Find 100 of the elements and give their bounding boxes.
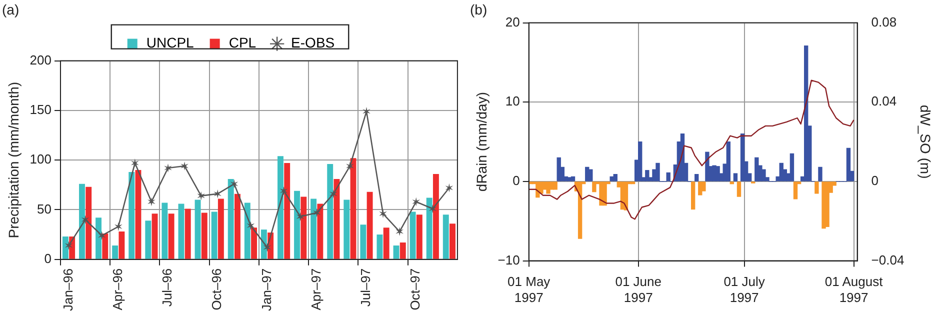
point (312, 208, 321, 218)
x-tick-label: Apr–96 (110, 268, 125, 310)
point (98, 231, 106, 240)
bar (613, 174, 618, 182)
bar (317, 204, 324, 259)
chart-title: (b) (470, 1, 488, 18)
point (412, 197, 420, 206)
bar (366, 192, 373, 259)
x-tick-label: 01 July 1997 (724, 274, 766, 305)
bar (118, 232, 125, 259)
point (428, 204, 437, 214)
bar (825, 182, 830, 228)
bar (228, 178, 234, 259)
bar (814, 182, 819, 194)
bar (360, 224, 366, 259)
y-tick-label: 10 (505, 94, 520, 109)
bar (702, 182, 706, 192)
point (362, 106, 370, 116)
bar (128, 172, 135, 259)
bar (793, 182, 798, 200)
bar (344, 200, 350, 259)
bar (426, 198, 432, 259)
bar (278, 156, 284, 259)
bar (194, 200, 201, 259)
bar (162, 202, 168, 259)
bar (846, 148, 851, 182)
bar (234, 194, 240, 259)
bar (300, 196, 307, 259)
bar (79, 184, 85, 259)
bar (716, 166, 720, 182)
bar (376, 234, 383, 259)
bar (201, 212, 208, 259)
point (164, 164, 172, 173)
bar (733, 173, 738, 182)
bar (546, 182, 550, 194)
y-tick-label: 0 (512, 173, 520, 188)
point (445, 183, 454, 192)
legend-label: UNCPL (146, 34, 194, 51)
bar (112, 245, 118, 259)
bar (416, 214, 422, 259)
bar (410, 212, 416, 259)
y-tick-label: 150 (30, 102, 52, 118)
chart-title: (a) (2, 1, 20, 18)
bar (588, 169, 593, 182)
bar (102, 234, 108, 259)
bar (736, 182, 742, 197)
bar (638, 141, 642, 182)
bar (553, 182, 558, 190)
bar (350, 158, 356, 259)
bar (694, 174, 699, 182)
bar (145, 220, 152, 259)
bar (284, 163, 290, 259)
x-tick-label: Jan–97 (258, 268, 274, 312)
bar (334, 178, 340, 259)
point (346, 162, 354, 171)
y2-tick-label: −0.04 (871, 252, 904, 268)
bar (152, 214, 158, 259)
bar (178, 204, 184, 259)
x-tick-label: Jul–97 (358, 268, 374, 307)
point (214, 189, 222, 198)
bar (432, 174, 439, 259)
bar (393, 245, 400, 259)
bar (645, 170, 650, 182)
y-tick-label: 0 (44, 250, 52, 266)
y2-axis-title: dW_SO (m) (918, 104, 934, 179)
bar (251, 228, 257, 259)
point (296, 212, 304, 222)
point (114, 222, 122, 232)
bar (442, 214, 449, 259)
point (379, 209, 387, 218)
bar (383, 228, 390, 259)
bar (327, 164, 334, 259)
bar (818, 166, 822, 182)
x-tick-label: Jan–96 (60, 268, 76, 312)
y-tick-label: 50 (37, 201, 52, 216)
point (280, 186, 288, 196)
point (64, 240, 73, 250)
point (246, 221, 255, 230)
bar (790, 153, 794, 182)
bar (211, 212, 218, 259)
bar (86, 186, 92, 259)
bar (310, 198, 317, 259)
bar (630, 182, 636, 184)
bar (168, 214, 174, 259)
bar (244, 202, 250, 259)
point (180, 162, 188, 171)
bar (570, 176, 576, 182)
point (197, 191, 205, 200)
y-tick-label: 100 (30, 152, 52, 167)
x-tick-label: Jul–96 (160, 268, 175, 307)
y2-tick-label: 0 (871, 173, 879, 188)
point (396, 227, 404, 236)
y-tick-label: −10 (498, 252, 520, 268)
bar (726, 141, 730, 182)
bar (602, 182, 607, 206)
y-tick-label: 20 (505, 14, 520, 30)
x-tick-label: 01 May 1997 (508, 274, 551, 305)
bar (450, 224, 456, 259)
point (330, 189, 338, 198)
bar (400, 242, 406, 259)
